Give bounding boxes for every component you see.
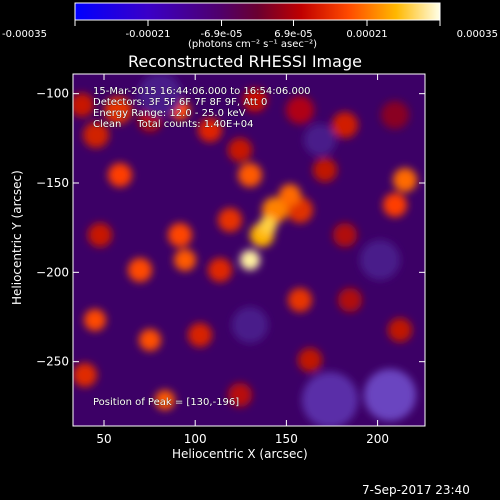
- low-intensity-patch: [138, 74, 182, 117]
- emission-blob: [393, 168, 417, 192]
- time-range-text: 15-Mar-2015 16:44:06.000 to 16:54:06.000: [93, 86, 311, 97]
- emission-blob: [104, 96, 132, 124]
- emission-blob: [188, 323, 212, 347]
- colorbar-tick-label: -6.9e-05: [201, 29, 243, 40]
- low-intensity-patch: [302, 372, 358, 426]
- low-intensity-patch: [364, 369, 416, 421]
- emission-blob: [198, 118, 222, 142]
- emission-blob: [83, 122, 109, 148]
- x-tick-label: 150: [275, 432, 298, 446]
- emission-blob: [228, 138, 252, 162]
- emission-blob: [288, 288, 312, 312]
- emission-blob: [84, 309, 106, 331]
- detectors-text: Detectors: 3F 5F 6F 7F 8F 9F, Att 0: [93, 97, 268, 108]
- y-axis-label: Heliocentric Y (arcsec): [10, 170, 24, 305]
- colorbar-label: (photons cm⁻² s⁻¹ asec⁻²): [188, 39, 318, 50]
- x-tick-label: 200: [366, 432, 389, 446]
- emission-blob: [174, 249, 196, 271]
- emission-blob: [298, 348, 322, 372]
- colorbar-tick-label: -0.00021: [126, 29, 171, 40]
- low-intensity-patch: [304, 124, 336, 156]
- emission-blob: [279, 184, 301, 206]
- emission-blob: [333, 223, 357, 247]
- emission-blob: [88, 223, 112, 247]
- y-tick-label: −200: [36, 265, 69, 279]
- y-tick-label: −150: [36, 176, 69, 190]
- emission-blob: [332, 112, 358, 138]
- plot-title: Reconstructed RHESSI Image: [128, 52, 362, 71]
- emission-blob: [218, 208, 242, 232]
- plot-frame: [72, 73, 426, 427]
- emission-blob: [259, 216, 277, 234]
- colorbar-tick-label: 0.00035: [457, 29, 498, 40]
- low-intensity-patch: [232, 307, 268, 343]
- x-tick-label: 50: [96, 432, 111, 446]
- emission-blob: [168, 223, 192, 247]
- emission-blob: [228, 383, 252, 407]
- emission-blob: [208, 258, 232, 282]
- clean-counts-text: Clean Total counts: 1.40E+04: [93, 119, 254, 130]
- emission-blob: [286, 96, 314, 124]
- colorbar: -0.00035 -0.00021 -6.9e-05 6.9e-05 0.00021 0.…: [2, 2, 498, 40]
- colorbar-gradient: [74, 2, 441, 21]
- low-intensity-patch: [360, 240, 400, 280]
- emission-blob: [338, 288, 362, 312]
- peak-position-text: Position of Peak = [130,-196]: [93, 397, 240, 408]
- energy-range-text: Energy Range: 12.0 - 25.0 keV: [93, 108, 246, 119]
- observation-info: 15-Mar-2015 16:44:06.000 to 16:54:06.000…: [93, 86, 311, 130]
- emission-blob: [388, 318, 412, 342]
- y-tick-label: −250: [36, 355, 69, 369]
- emission-blob: [313, 158, 337, 182]
- emission-blob: [243, 88, 267, 112]
- x-axis-label: Heliocentric X (arcsec): [172, 447, 308, 461]
- y-tick-label: −100: [36, 87, 69, 101]
- x-tick-label: 100: [184, 432, 207, 446]
- emission-blob: [240, 250, 260, 270]
- colorbar-tick-label: 0.00021: [346, 29, 387, 40]
- colorbar-tick-label: 6.9e-05: [274, 29, 312, 40]
- emission-blob: [155, 390, 175, 410]
- emission-blob: [128, 258, 152, 282]
- emission-blob: [108, 163, 132, 187]
- emission-blob: [139, 329, 161, 351]
- emission-blob: [381, 101, 409, 129]
- colorbar-tick-label: -0.00035: [2, 29, 47, 40]
- emission-blob: [73, 93, 94, 117]
- emission-blob: [383, 193, 407, 217]
- emission-blob: [238, 163, 262, 187]
- emission-blob: [73, 363, 97, 387]
- date-stamp: 7-Sep-2017 23:40: [362, 483, 470, 497]
